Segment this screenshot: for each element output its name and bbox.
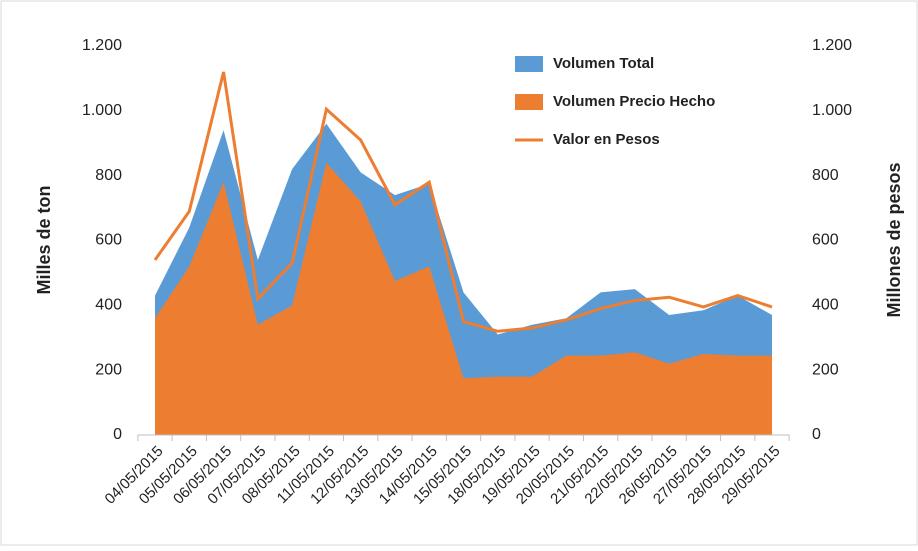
y-axis-label: Milles de ton — [34, 185, 54, 294]
yticks-label: 600 — [95, 232, 122, 249]
line — [153, 71, 773, 333]
legend-swatch — [515, 56, 543, 72]
y2ticks-label: 0 — [812, 426, 821, 443]
yticks-label: 200 — [95, 361, 122, 378]
y2-axis-label: Millones de pesos — [884, 162, 904, 317]
y2ticks-label: 400 — [812, 297, 839, 314]
yticks-label: 1.000 — [82, 102, 122, 119]
yticks-label: 0 — [113, 426, 122, 443]
legend-swatch — [515, 94, 543, 110]
y2ticks-label: 1.000 — [812, 102, 852, 119]
y2ticks-label: 200 — [812, 361, 839, 378]
y2ticks-label: 600 — [812, 232, 839, 249]
y2ticks-label: 1.200 — [812, 37, 852, 54]
legend-label: Volumen Precio Hecho — [553, 93, 715, 110]
yticks-label: 400 — [95, 297, 122, 314]
legend-label: Volumen Total — [553, 55, 654, 72]
legend-label: Valor en Pesos — [553, 131, 660, 148]
yticks-label: 800 — [95, 167, 122, 184]
yticks-label: 1.200 — [82, 37, 122, 54]
y2ticks-label: 800 — [812, 167, 839, 184]
area — [155, 162, 772, 435]
